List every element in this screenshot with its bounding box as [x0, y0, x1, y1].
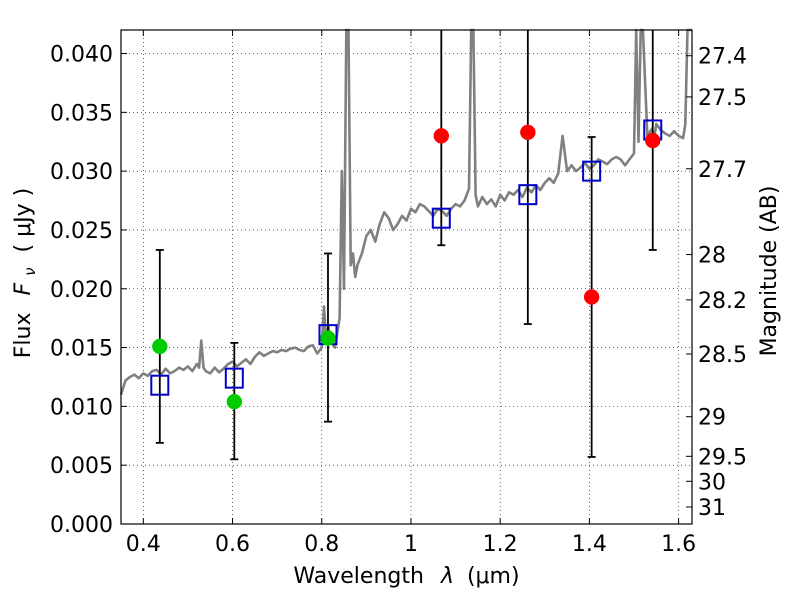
- non-detection-point: [583, 289, 600, 305]
- y-axis-label-subscript: ν: [21, 267, 39, 275]
- detection-point: [152, 338, 168, 355]
- y2-tick-label: 28: [698, 244, 726, 269]
- non-detection-point: [433, 128, 450, 144]
- x-tick-label: 1.4: [572, 532, 607, 557]
- y2-tick-label: 28.5: [698, 343, 747, 368]
- y2-tick-label: 31: [698, 496, 726, 521]
- y-axis-label: Flux F ν ( μJy ): [11, 188, 41, 358]
- model-photometry-point: [518, 184, 538, 206]
- y-tick-label: 0.030: [50, 160, 113, 185]
- y-tick-label: 0.020: [50, 278, 113, 303]
- detection-point: [320, 330, 336, 346]
- y-axis-label-symbol: F: [11, 282, 36, 295]
- non-detection-point: [644, 132, 661, 149]
- y-tick-label: 0.035: [50, 101, 113, 126]
- detection-point: [226, 393, 243, 410]
- y-axis-label-prefix: Flux: [11, 312, 36, 358]
- ticks: 0.4 0.6 0.8 1 1.2 1.4 1.6 0.000 0.005 0.010 0.015 0…: [50, 30, 747, 557]
- x-axis-label-unit: (μm): [467, 564, 520, 589]
- model-photometry-point: [582, 160, 602, 182]
- x-tick-label: 0.6: [215, 532, 250, 557]
- y2-axis-label: Magnitude (AB): [757, 186, 782, 357]
- non-detection-point: [520, 124, 536, 141]
- markers: [150, 119, 663, 410]
- y2-tick-label: 29: [698, 406, 726, 431]
- model-spectrum-layer: [119, 28, 692, 395]
- x-axis-label-prefix: Wavelength: [293, 564, 424, 589]
- y-tick-label: 0.005: [50, 454, 113, 479]
- axis-labels: Wavelength λ (μm) Flux F ν ( μJy ) Magni…: [11, 186, 782, 589]
- x-tick-label: 1.6: [661, 532, 696, 557]
- x-tick-label: 1.2: [483, 532, 518, 557]
- y-tick-label: 0.025: [50, 219, 113, 244]
- y-tick-label: 0.000: [50, 513, 113, 538]
- y-tick-label: 0.010: [50, 395, 113, 420]
- y2-tick-label: 28.2: [698, 289, 747, 314]
- x-tick-label: 0.8: [304, 532, 339, 557]
- x-axis-label-symbol: λ: [440, 564, 454, 589]
- x-axis-label: Wavelength λ (μm): [293, 564, 519, 589]
- y2-tick-label: 27.4: [698, 45, 747, 70]
- y2-tick-label: 30: [698, 470, 726, 495]
- y2-tick-label: 29.5: [698, 445, 747, 470]
- plot-frame: [120, 29, 693, 525]
- model-photometry-point: [431, 207, 451, 229]
- model-photometry-point: [224, 367, 244, 389]
- y-axis-label-unit: ( μJy ): [11, 188, 36, 253]
- model-photometry-point: [150, 374, 170, 396]
- y2-tick-label: 27.5: [698, 86, 747, 111]
- x-tick-label: 1: [404, 532, 418, 557]
- y-tick-label: 0.040: [50, 43, 113, 68]
- x-tick-label: 0.4: [126, 532, 161, 557]
- y2-tick-label: 27.7: [698, 158, 747, 183]
- y-tick-label: 0.015: [50, 337, 113, 362]
- model-spectrum-line: [119, 28, 692, 395]
